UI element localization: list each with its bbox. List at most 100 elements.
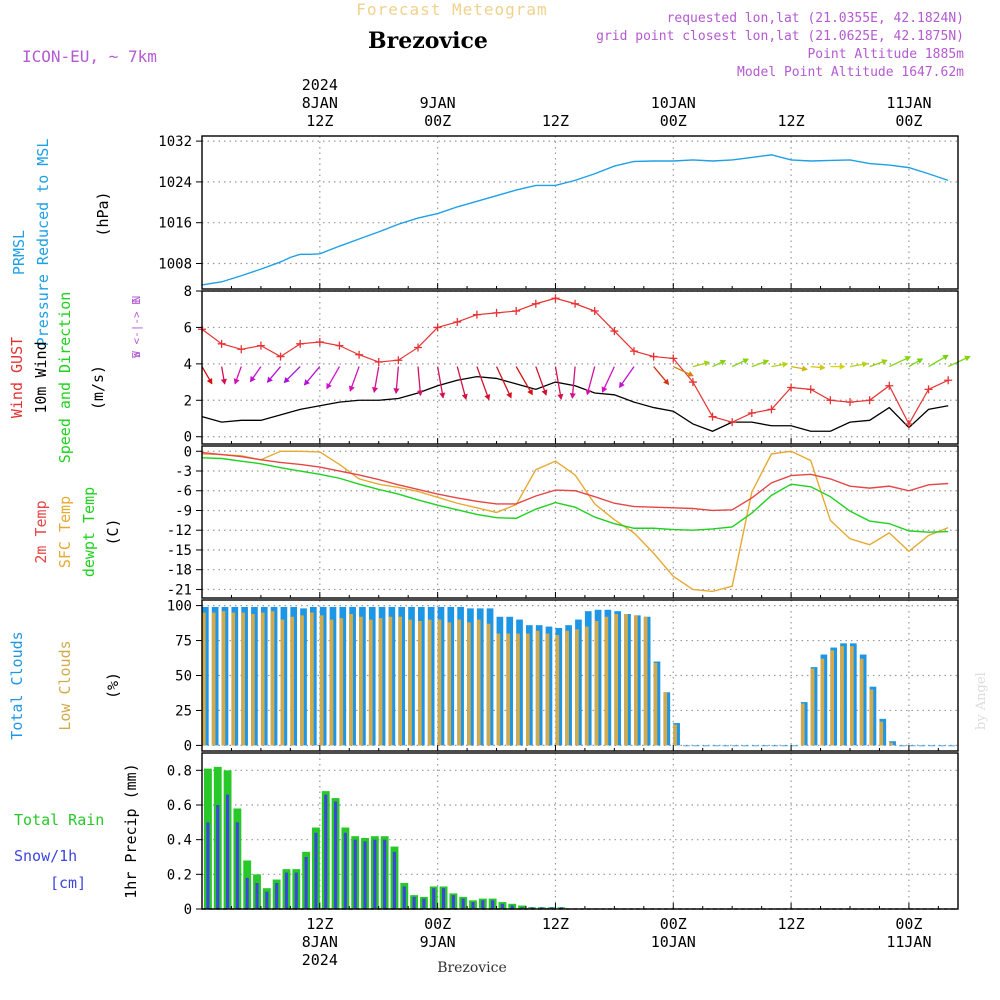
y-tick-label: -21 — [167, 582, 192, 598]
low-cloud-bar — [467, 622, 471, 746]
wind-arrow-head — [206, 377, 213, 385]
low-cloud-bar — [673, 724, 677, 746]
gust-marker — [787, 383, 796, 392]
gust-marker — [630, 347, 638, 356]
wind-arrow-head — [233, 378, 240, 385]
low-cloud-bar — [241, 612, 245, 746]
low-cloud-bar — [359, 616, 363, 746]
y-tick-label: 1032 — [158, 134, 192, 150]
low-cloud-bar — [663, 692, 668, 746]
gust-marker — [355, 350, 364, 359]
y-tick-label: -3 — [175, 464, 192, 480]
meteogram-title: Forecast Meteogram — [356, 0, 547, 19]
point-altitude: Point Altitude 1885m — [807, 47, 964, 62]
low-cloud-bar — [388, 616, 393, 746]
credit-watermark: by Angel — [974, 672, 989, 730]
temp-2m-label: 2m Temp — [32, 500, 50, 563]
wind-arrow-head — [527, 388, 533, 396]
wind-arrow — [586, 366, 596, 395]
gust-marker — [767, 405, 776, 414]
cloud-unit-label: (%) — [104, 672, 122, 699]
bottom-time-label: 2024 — [302, 951, 338, 969]
y-tick-label: -6 — [175, 484, 192, 500]
wind-arrow-head — [687, 370, 694, 377]
top-time-label: 8JAN — [302, 94, 338, 112]
y-tick-label: 0 — [184, 430, 192, 446]
snow-bar — [540, 907, 544, 909]
snow-bar — [432, 888, 436, 909]
wind-arrow-head — [541, 389, 548, 396]
bottom-time-label: 9JAN — [420, 933, 456, 951]
y-tick-label: 1016 — [158, 216, 192, 232]
total-cloud-bar — [899, 745, 906, 747]
snow-bar — [206, 822, 210, 909]
snow-bar — [255, 883, 259, 909]
low-cloud-bar — [251, 613, 255, 746]
snow-bar — [559, 907, 563, 909]
wind-arrow-head — [719, 359, 727, 366]
y-tick-label: 0 — [184, 902, 192, 918]
low-cloud-bar — [486, 623, 491, 746]
low-cloud-bar — [398, 616, 403, 746]
y-tick-label: 0.4 — [167, 833, 192, 849]
low-cloud-bar — [310, 612, 314, 746]
low-cloud-bar — [476, 619, 481, 746]
gust-marker — [296, 339, 305, 348]
total-cloud-bar — [742, 745, 749, 747]
snow-bar — [392, 851, 397, 909]
pressure-line — [201, 154, 949, 286]
wind-arrow-head — [585, 388, 592, 396]
wind-arrow-head — [220, 378, 227, 385]
bottom-time-label: 11JAN — [886, 933, 931, 951]
dewpt-temp-label: dewpt Temp — [80, 487, 98, 577]
snow-bar — [549, 907, 554, 909]
low-cloud-bar — [830, 650, 835, 746]
compass-south: S — [130, 352, 143, 359]
gust-marker — [865, 396, 874, 405]
wind-arrow-head — [862, 361, 869, 368]
low-cloud-bar — [879, 721, 884, 746]
y-tick-label: 0.8 — [167, 763, 192, 779]
gust-marker — [944, 376, 953, 385]
y-tick-label: -12 — [167, 523, 192, 539]
snow-bar — [294, 872, 298, 909]
snow-bar — [225, 794, 230, 909]
top-time-label: 9JAN — [420, 94, 456, 112]
y-tick-label: 1024 — [158, 175, 192, 191]
low-cloud-bar — [840, 646, 844, 746]
total-cloud-bar — [928, 745, 936, 747]
snow-bar — [441, 888, 446, 909]
snow-bar — [333, 801, 338, 909]
wind-arrow-head — [283, 376, 290, 384]
wind-arrow — [554, 366, 562, 400]
wind-arrow-head — [372, 386, 379, 394]
temp-unit-label: (C) — [104, 518, 122, 545]
wind-arrow-head — [619, 381, 625, 388]
bottom-time-label: 00Z — [895, 915, 922, 933]
wind-arrow — [515, 366, 533, 395]
wind-arrow-head — [417, 390, 424, 397]
low-cloud-bar — [457, 619, 461, 746]
y-tick-label: -18 — [167, 563, 192, 579]
wind-arrow-head — [904, 356, 912, 362]
requested-coords: requested lon,lat (21.0355E, 42.1824N) — [667, 11, 964, 26]
gust-marker — [217, 339, 226, 348]
wind-arrow-head — [819, 364, 826, 371]
gust-marker — [708, 412, 717, 421]
low-cloud-bar — [368, 619, 373, 746]
wind-arrow-head — [439, 392, 446, 399]
panel-frame — [201, 290, 959, 445]
bottom-time-label: 00Z — [660, 915, 687, 933]
total-cloud-bar — [918, 745, 926, 747]
wind-unit-label: (m/s) — [89, 365, 107, 410]
wind-arrow — [535, 366, 547, 396]
sfc-temp-line — [201, 450, 949, 593]
gust-marker — [846, 398, 854, 407]
snow-bar — [520, 907, 524, 909]
y-tick-label: 1008 — [158, 257, 192, 273]
wind-arrow — [495, 366, 512, 399]
snow-bar — [461, 898, 465, 909]
low-cloud-bar — [270, 611, 275, 746]
top-time-label: 2024 — [302, 76, 338, 94]
